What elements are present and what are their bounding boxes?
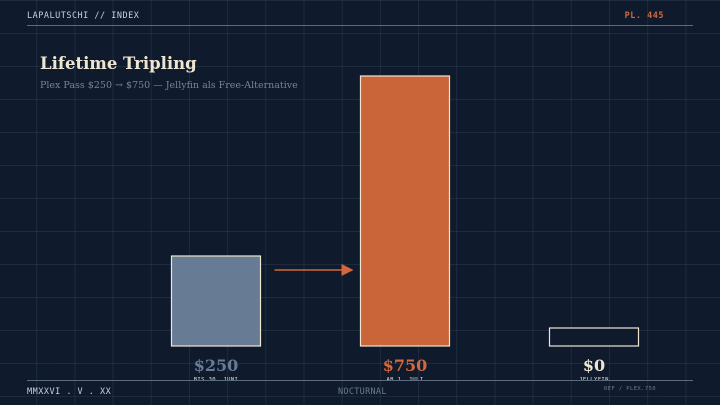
footer-date: MMXXVI . V . XX xyxy=(27,387,112,397)
footer-reference: REF / PLEX.750 xyxy=(604,386,656,392)
bar-value-label: $0 xyxy=(583,356,605,375)
bar-value-label: $250 xyxy=(194,356,239,375)
bar-2 xyxy=(359,75,451,347)
bar-1 xyxy=(170,255,262,347)
header-plate-number: PL. 445 xyxy=(624,11,664,21)
chart-subtitle: Plex Pass $250 → $750 — Jellyfin als Fre… xyxy=(40,80,298,91)
header-index-label: LAPALUTSCHI // INDEX xyxy=(27,11,140,21)
footer-mode: NOCTURNAL xyxy=(338,387,387,397)
bar-3 xyxy=(548,327,640,347)
header-divider xyxy=(27,25,693,26)
bar-value-label: $750 xyxy=(383,356,428,375)
chart-title: Lifetime Tripling xyxy=(40,54,197,73)
footer-divider xyxy=(27,380,693,381)
